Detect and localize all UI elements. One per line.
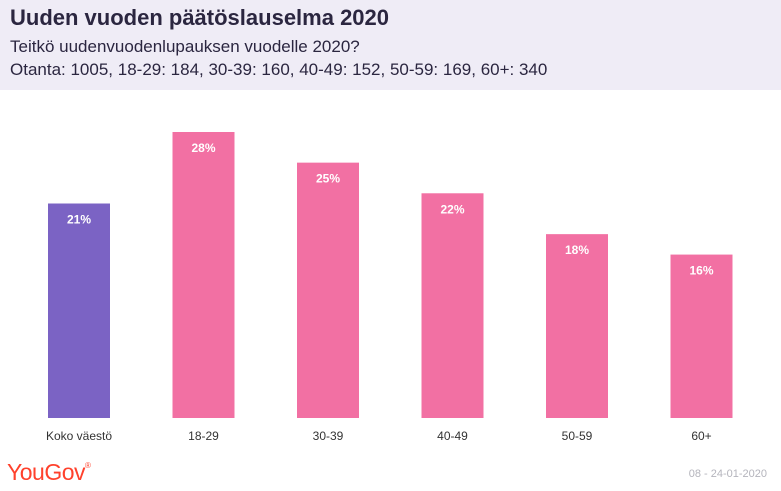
header-banner: Uuden vuoden päätöslauselma 2020 Teitkö … <box>0 0 781 90</box>
category-label: 60+ <box>691 429 711 443</box>
chart-title: Uuden vuoden päätöslauselma 2020 <box>10 5 390 30</box>
chart-subtitle: Teitkö uudenvuodenlupauksen vuodelle 202… <box>10 37 360 56</box>
category-label: Koko väestö <box>46 429 112 443</box>
publish-date: 08 - 24-01-2020 <box>688 468 767 480</box>
category-label: 50-59 <box>562 429 593 443</box>
sample-sizes: Otanta: 1005, 18-29: 184, 30-39: 160, 40… <box>10 60 548 79</box>
bar-value-label: 28% <box>191 141 215 155</box>
bar-value-label: 18% <box>565 243 589 257</box>
bar-value-label: 22% <box>440 202 464 216</box>
category-label: 30-39 <box>313 429 344 443</box>
bar-value-label: 21% <box>67 213 91 227</box>
bar-chart: 21% Koko väestö 28% 18-29 25% 30-39 22% 40-49 18… <box>46 132 733 443</box>
bar-18-29 <box>172 132 235 418</box>
yougov-logo: YouGov® <box>7 459 91 485</box>
category-label: 18-29 <box>188 429 219 443</box>
bar-50-59 <box>546 234 608 418</box>
bar-30-39 <box>297 162 359 418</box>
bar-value-label: 16% <box>689 264 713 278</box>
bar-40-49 <box>421 193 484 418</box>
bar-koko-v-est- <box>48 203 110 418</box>
bar-60+ <box>670 254 733 418</box>
category-label: 40-49 <box>437 429 468 443</box>
bar-value-label: 25% <box>316 172 340 186</box>
